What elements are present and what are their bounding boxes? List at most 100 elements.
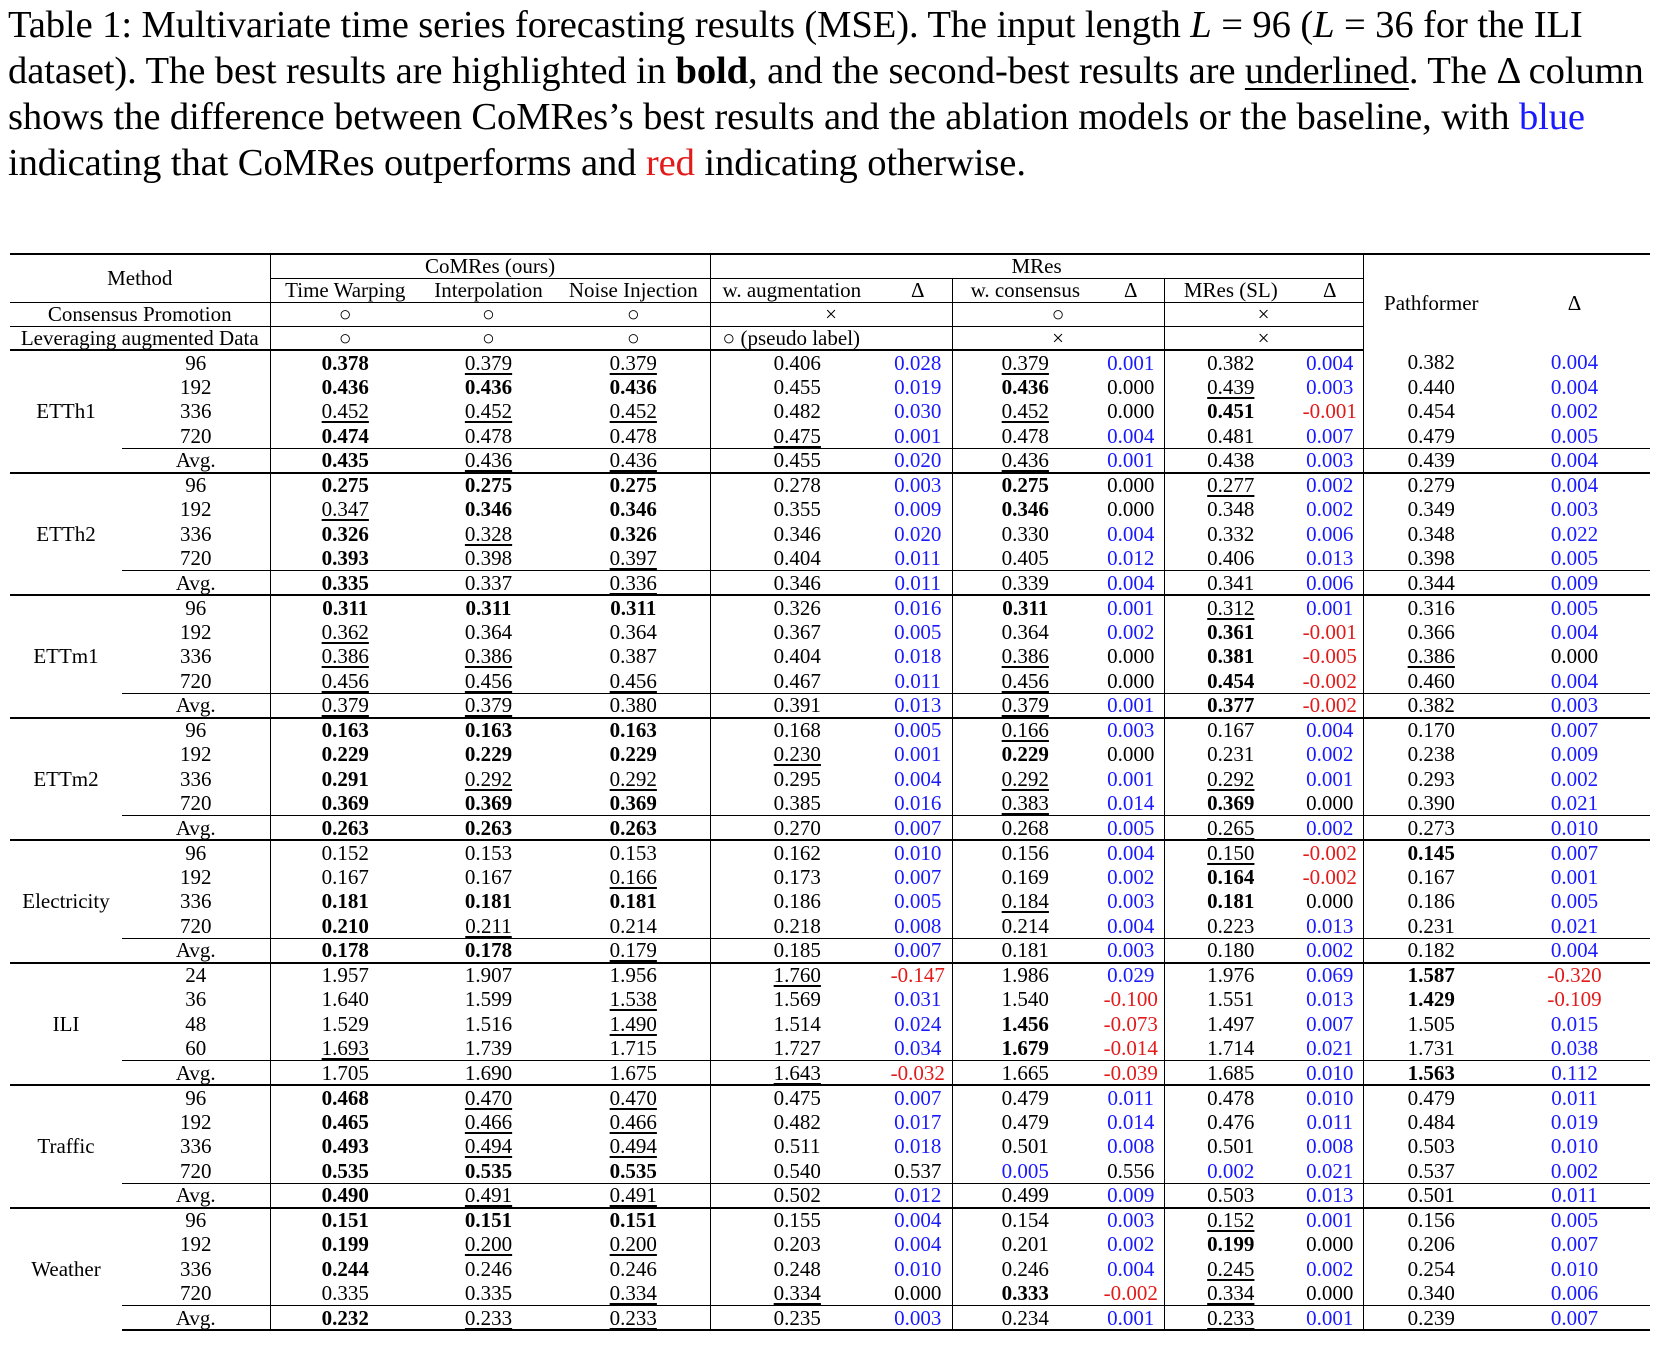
value-cell: 0.404: [710, 644, 884, 669]
value-cell: 0.452: [557, 399, 711, 424]
value-cell: -0.109: [1499, 987, 1650, 1012]
horizon-cell: 96: [122, 716, 271, 742]
value-cell: 0.013: [884, 692, 953, 718]
value-text: 0.000: [1306, 791, 1354, 815]
value-text: 0.291: [321, 766, 369, 791]
value-cell: 0.391: [710, 692, 885, 718]
value-cell: 0.369: [420, 791, 557, 816]
value-text: 0.494: [609, 1134, 657, 1159]
header-row-2: Time Warping Interpolation Noise Injecti…: [10, 278, 1650, 302]
value-cell: 0.493: [270, 1134, 420, 1159]
value-text: 0.404: [773, 546, 821, 570]
value-cell: 0.004: [1499, 447, 1651, 473]
value-cell: 0.008: [884, 913, 953, 938]
value-text: 0.455: [773, 448, 821, 472]
value-cell: 0.163: [557, 716, 711, 742]
value-text: 0.364: [464, 619, 513, 644]
value-cell: 0.275: [557, 471, 711, 497]
value-cell: 0.004: [1297, 716, 1364, 742]
value-cell: 0.245: [1164, 1257, 1297, 1282]
value-text: 0.006: [1306, 521, 1354, 546]
value-cell: 0.275: [270, 471, 421, 497]
value-text: 0.270: [773, 815, 821, 840]
value-text: 0.381: [1207, 644, 1255, 669]
value-cell: 0.182: [1363, 937, 1500, 963]
value-text: 0.151: [321, 1208, 369, 1233]
value-text: 0.005: [894, 718, 942, 743]
value-text: 0.386: [1001, 644, 1049, 669]
dataset-name: Traffic: [10, 1084, 122, 1208]
value-text: 0.001: [1107, 448, 1155, 472]
value-cell: 0.004: [1098, 913, 1165, 938]
value-cell: 0.022: [1499, 522, 1650, 547]
value-cell: 0.004: [1098, 423, 1165, 448]
value-cell: 0.011: [884, 570, 953, 595]
value-text: 0.003: [1550, 693, 1599, 717]
value-cell: 0.436: [557, 447, 711, 473]
value-text: 0.200: [609, 1232, 657, 1257]
value-cell: 0.387: [557, 644, 711, 669]
value-text: 0.230: [773, 742, 821, 767]
value-text: 1.976: [1207, 963, 1255, 988]
value-text: 0.491: [609, 1183, 657, 1207]
value-text: 0.490: [321, 1183, 369, 1207]
value-text: 0.279: [1407, 473, 1455, 498]
value-cell: 0.163: [420, 716, 558, 742]
value-text: 0.000: [1550, 644, 1599, 669]
value-cell: 0.004: [1499, 620, 1650, 645]
value-cell: 0.007: [884, 1084, 953, 1110]
value-cell: 1.569: [710, 987, 884, 1012]
caption-text-3: . The Δ column shows the difference betw…: [8, 50, 1644, 138]
value-text: 0.004: [1550, 473, 1599, 498]
value-text: 0.013: [1306, 546, 1354, 570]
value-cell: 0.454: [1164, 669, 1297, 694]
value-cell: 1.497: [1164, 1012, 1297, 1037]
value-text: 0.006: [1550, 1281, 1599, 1305]
value-cell: 0.233: [557, 1305, 711, 1331]
value-cell: 0.248: [710, 1257, 884, 1282]
value-cell: 0.475: [710, 1084, 885, 1110]
value-cell: 0.535: [420, 1159, 557, 1184]
value-cell: 0.181: [1164, 889, 1297, 914]
header-row-1: Method CoMRes (ours) MRes Pathformer Δ: [10, 253, 1651, 350]
value-text: 0.478: [1001, 423, 1049, 448]
value-text: 0.311: [610, 595, 657, 620]
value-cell: 0.005: [1499, 594, 1651, 620]
la-noise-injection: ○: [557, 325, 711, 351]
value-cell: 0.478: [952, 424, 1098, 449]
value-cell: 0.451: [1164, 399, 1297, 424]
horizon-cell: 192: [122, 497, 271, 522]
value-text: 0.163: [321, 718, 369, 743]
value-text: 1.714: [1207, 1036, 1255, 1060]
dataset-name: Electricity: [10, 839, 122, 963]
value-text: 0.494: [464, 1134, 513, 1159]
value-text: 0.340: [1407, 1281, 1455, 1305]
value-cell: 1.540: [952, 987, 1098, 1012]
value-cell: 0.010: [1499, 1257, 1650, 1282]
header-consensus-delta: Δ: [1098, 278, 1165, 302]
value-cell: 0.333: [952, 1281, 1098, 1306]
value-text: 1.665: [1001, 1060, 1049, 1085]
value-cell: 0.235: [710, 1305, 885, 1331]
value-cell: 0.336: [557, 570, 711, 595]
value-text: 0.478: [1207, 1085, 1255, 1110]
value-cell: 0.005: [952, 1159, 1098, 1184]
value-text: 0.330: [1001, 521, 1049, 546]
value-text: 0.156: [1407, 1208, 1455, 1233]
value-cell: 1.675: [557, 1060, 711, 1085]
value-text: 0.535: [609, 1158, 657, 1183]
value-text: 0.223: [1207, 913, 1255, 938]
value-cell: 0.003: [1297, 374, 1364, 399]
value-text: -0.147: [890, 963, 945, 988]
value-cell: -0.005: [1297, 644, 1364, 669]
value-cell: 0.016: [884, 594, 953, 620]
value-text: 0.254: [1407, 1256, 1455, 1281]
value-cell: 0.002: [1098, 619, 1165, 644]
horizon-cell: 192: [122, 374, 271, 399]
value-cell: 0.007: [1499, 839, 1651, 865]
value-text: 0.404: [773, 644, 821, 669]
value-cell: 0.537: [1363, 1159, 1499, 1184]
value-text: 0.440: [1407, 374, 1455, 399]
value-text: 0.436: [321, 374, 369, 399]
value-cell: 0.385: [710, 791, 884, 816]
